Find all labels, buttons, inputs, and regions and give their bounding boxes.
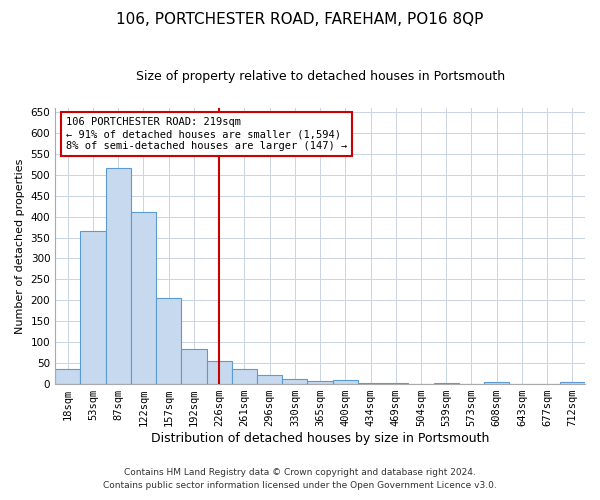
Bar	[80, 232, 106, 384]
Bar	[282, 379, 307, 384]
Text: 106 PORTCHESTER ROAD: 219sqm
← 91% of detached houses are smaller (1,594)
8% of : 106 PORTCHESTER ROAD: 219sqm ← 91% of de…	[66, 118, 347, 150]
Bar	[55, 368, 80, 384]
Bar	[181, 350, 206, 384]
Y-axis label: Number of detached properties: Number of detached properties	[15, 158, 25, 334]
X-axis label: Distribution of detached houses by size in Portsmouth: Distribution of detached houses by size …	[151, 432, 489, 445]
Bar	[156, 298, 181, 384]
Title: Size of property relative to detached houses in Portsmouth: Size of property relative to detached ho…	[136, 70, 505, 83]
Bar	[358, 383, 383, 384]
Bar	[307, 380, 332, 384]
Bar	[383, 383, 409, 384]
Bar	[106, 168, 131, 384]
Bar	[232, 370, 257, 384]
Bar	[434, 383, 459, 384]
Text: Contains HM Land Registry data © Crown copyright and database right 2024.
Contai: Contains HM Land Registry data © Crown c…	[103, 468, 497, 490]
Bar	[560, 382, 585, 384]
Bar	[257, 375, 282, 384]
Bar	[206, 361, 232, 384]
Bar	[332, 380, 358, 384]
Bar	[484, 382, 509, 384]
Text: 106, PORTCHESTER ROAD, FAREHAM, PO16 8QP: 106, PORTCHESTER ROAD, FAREHAM, PO16 8QP	[116, 12, 484, 28]
Bar	[131, 212, 156, 384]
